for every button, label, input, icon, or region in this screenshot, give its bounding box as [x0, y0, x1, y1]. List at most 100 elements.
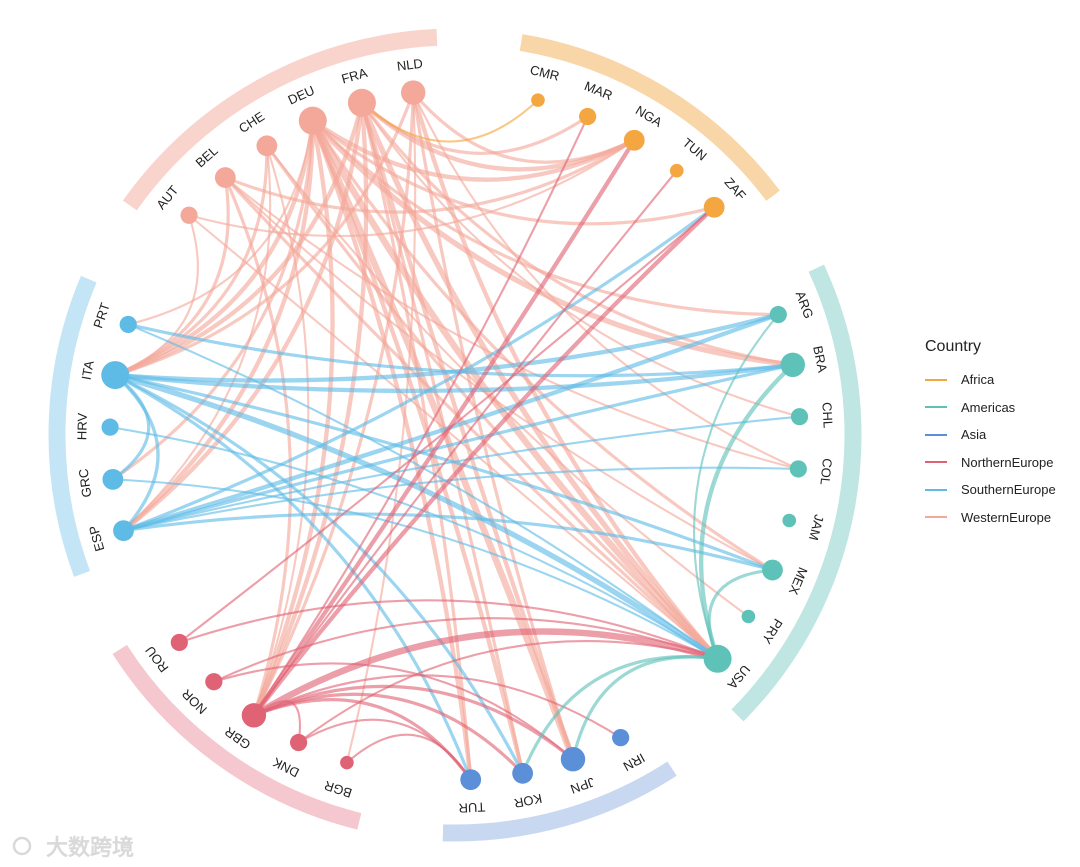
legend-swatch [925, 378, 947, 381]
watermark-text: 大数跨境 [46, 835, 134, 861]
node-label-bra: BRA [810, 344, 830, 374]
link-nld-bgr [345, 91, 417, 764]
link-usa-jpn [571, 655, 720, 761]
legend-title: Country [925, 338, 982, 355]
legend: Country Africa Americas Asia NorthernEurope… [925, 338, 1075, 531]
legend-label: NorthernEurope [961, 454, 1054, 470]
link-esp-zaf [121, 205, 716, 533]
link-nld-col [412, 91, 800, 471]
link-deu-tur [310, 118, 473, 782]
legend-swatch [925, 406, 947, 409]
legend-label: SouthernEurope [961, 482, 1056, 498]
node-nor [205, 673, 223, 691]
link-gbr-dnk [252, 700, 301, 744]
legend-swatch [925, 516, 947, 519]
legend-label: Asia [961, 427, 987, 443]
group-arc-americas [731, 264, 862, 722]
legend-item-westerneurope: WesternEurope [925, 504, 1075, 532]
node-che [256, 135, 278, 157]
link-bgr-tur [345, 733, 472, 781]
node-label-nga: NGA [633, 103, 665, 131]
node-aut [180, 206, 198, 224]
link-deu-arg [311, 119, 780, 317]
link-nld-usa [411, 90, 720, 661]
group-arc-asia [442, 761, 677, 842]
link-che-gbr [252, 144, 310, 717]
watermark: 大数跨境 [12, 835, 134, 861]
link-che-ita [113, 144, 269, 377]
link-nld-nga [411, 90, 636, 164]
node-ita [101, 361, 130, 390]
node-esp [113, 520, 134, 541]
node-label-tun: TUN [680, 135, 710, 164]
legend-swatch [925, 433, 947, 436]
node-label-jpn: JPN [568, 774, 596, 796]
link-che-pry [265, 144, 750, 618]
link-che-esp [122, 144, 272, 532]
link-deu-esp [121, 118, 315, 533]
link-esp-mex [121, 512, 775, 572]
link-deu-ita [113, 118, 315, 378]
group-arc-northerneurope [112, 644, 362, 830]
node-usa [703, 644, 732, 673]
node-label-bel: BEL [192, 143, 220, 171]
node-label-mex: MEX [786, 565, 811, 597]
node-label-chl: CHL [819, 402, 835, 429]
link-nld-jpn [411, 90, 575, 761]
link-bel-gbr [223, 175, 293, 717]
legend-item-southerneurope: SouthernEurope [925, 476, 1075, 504]
node-label-ita: ITA [79, 359, 97, 381]
node-tun [669, 163, 684, 178]
node-nld [401, 80, 426, 105]
node-label-grc: GRC [76, 468, 95, 499]
link-dnk-usa [297, 640, 719, 744]
node-col [789, 460, 807, 478]
link-gbr-zaf [251, 205, 717, 718]
legend-label: WesternEurope [961, 509, 1052, 525]
link-cmr-fra [360, 99, 540, 143]
link-ita-usa [112, 372, 721, 662]
link-nor-usa [212, 617, 719, 683]
legend-label: Americas [961, 399, 1016, 415]
link-esp-chl [122, 415, 801, 532]
node-tur [460, 769, 482, 791]
node-bra [780, 352, 805, 378]
node-bgr [340, 755, 354, 770]
node-label-kor: KOR [513, 791, 544, 811]
node-label-hrv: HRV [74, 412, 90, 440]
link-gbr-irn [252, 674, 622, 739]
link-nld-ita [113, 90, 415, 377]
group-arc-westerneurope [122, 28, 438, 211]
link-gbr-tun [252, 169, 678, 717]
legend-item-asia: Asia [925, 421, 1075, 449]
link-aut-nga [187, 139, 636, 238]
link-fra-ita [113, 100, 365, 378]
node-chl [790, 408, 809, 426]
node-hrv [101, 418, 119, 436]
node-jpn [560, 746, 586, 772]
legend-swatch [925, 488, 947, 491]
node-label-aut: AUT [153, 183, 181, 213]
group-arc-africa [519, 34, 780, 201]
node-rou [170, 633, 188, 652]
node-kor [512, 762, 534, 784]
links [109, 90, 801, 782]
node-label-zaf: ZAF [722, 175, 750, 203]
watermark-logo-icon [12, 836, 32, 856]
node-label-prt: PRT [90, 301, 112, 330]
node-label-nld: NLD [396, 56, 424, 74]
node-label-cmr: CMR [529, 62, 561, 84]
node-cmr [531, 93, 545, 107]
legend-swatch [925, 461, 947, 464]
node-label-esp: ESP [86, 524, 108, 553]
node-deu [298, 106, 327, 135]
node-label-bgr: BGR [322, 778, 353, 801]
node-label-col: COL [817, 458, 835, 486]
node-label-pry: PRY [759, 616, 786, 647]
node-mar [579, 107, 597, 126]
link-hrv-usa [109, 426, 719, 660]
link-gbr-mar [252, 115, 589, 717]
link-prt-usa [127, 323, 719, 660]
legend-item-africa: Africa [925, 366, 1075, 394]
